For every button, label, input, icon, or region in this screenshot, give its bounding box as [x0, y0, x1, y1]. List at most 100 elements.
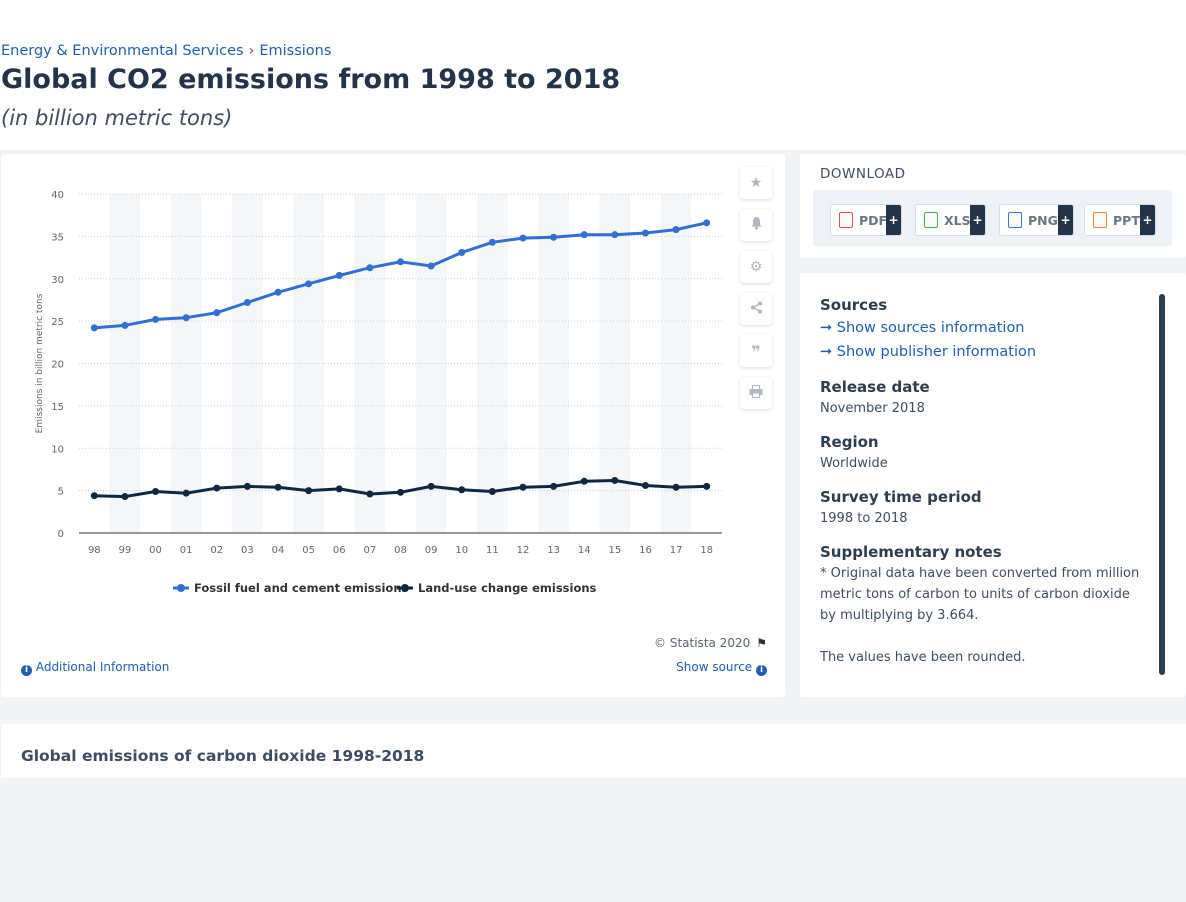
show-sources-label: Show sources information [836, 320, 1025, 336]
download-buttons: PDF + XLS + PNG + PPT + [813, 190, 1172, 246]
additional-information-link[interactable]: i Additional Information [21, 660, 169, 676]
statistic-details-card: Sources ➞ Show sources information ➞ Sho… [800, 273, 1186, 697]
supplementary-notes-heading: Supplementary notes [820, 543, 1002, 561]
legend-marker [177, 584, 185, 592]
data-point [703, 219, 711, 227]
x-tick-label: 16 [639, 545, 652, 556]
flag-icon[interactable]: ⚑ [756, 636, 767, 650]
data-point [703, 482, 711, 490]
data-point [488, 487, 496, 495]
additional-information-label: Additional Information [35, 660, 170, 674]
download-card: DOWNLOAD PDF + XLS + PNG + PPT + [800, 154, 1186, 258]
survey-period-heading: Survey time period [820, 488, 982, 506]
download-pdf-label: PDF [859, 212, 888, 228]
data-point [550, 482, 558, 490]
download-ppt-label: PPT [1113, 212, 1140, 228]
data-point [182, 489, 190, 497]
data-point [458, 486, 466, 494]
copyright-notice: © Statista 2020 ⚑ [654, 636, 767, 650]
x-tick-label: 04 [272, 545, 285, 556]
data-point [427, 482, 435, 490]
data-point [519, 483, 527, 491]
legend-label: Fossil fuel and cement emissions [194, 581, 409, 595]
data-point [305, 487, 313, 495]
arrow-right-icon: ➞ [820, 320, 833, 336]
show-publisher-link[interactable]: ➞ Show publisher information [820, 344, 1036, 360]
x-tick-label: 01 [180, 545, 193, 556]
data-point [641, 229, 649, 237]
info-icon: i [756, 665, 767, 676]
x-tick-label: 08 [394, 545, 407, 556]
release-date-heading: Release date [820, 378, 930, 396]
breadcrumb-link-emissions[interactable]: Emissions [259, 43, 332, 59]
download-png-button[interactable]: PNG + [999, 204, 1074, 236]
x-tick-label: 02 [210, 545, 223, 556]
x-tick-label: 99 [119, 545, 132, 556]
gear-icon: ⚙ [749, 259, 763, 275]
data-point [213, 309, 221, 317]
favorite-button[interactable]: ★ [740, 167, 772, 199]
breadcrumb-link-energy[interactable]: Energy & Environmental Services [1, 43, 244, 59]
x-tick-label: 09 [425, 545, 438, 556]
data-point [305, 280, 313, 288]
plus-icon: + [886, 205, 901, 235]
x-tick-label: 07 [364, 545, 377, 556]
star-icon: ★ [749, 175, 763, 191]
description-title: Global emissions of carbon dioxide 1998-… [21, 747, 425, 765]
show-source-link[interactable]: Show source i [676, 660, 767, 676]
data-point [611, 476, 619, 484]
supplementary-note: * Original data have been converted from… [820, 566, 1140, 623]
download-xls-label: XLS [944, 212, 971, 228]
show-sources-link[interactable]: ➞ Show sources information [820, 320, 1025, 336]
print-icon [749, 384, 763, 402]
x-tick-label: 18 [700, 545, 713, 556]
pdf-file-icon [839, 212, 853, 228]
download-png-label: PNG [1028, 212, 1058, 228]
x-tick-label: 03 [241, 545, 254, 556]
data-point [366, 264, 374, 272]
chart-toolbar: ★ ⚙ ❞ [740, 167, 772, 419]
legend-label: Land-use change emissions [418, 581, 597, 595]
ppt-file-icon [1093, 212, 1107, 228]
data-point [611, 231, 619, 239]
settings-button[interactable]: ⚙ [740, 251, 772, 283]
plus-icon: + [970, 205, 985, 235]
data-point [152, 487, 160, 495]
download-pdf-button[interactable]: PDF + [830, 204, 902, 236]
x-tick-label: 10 [455, 545, 468, 556]
y-tick-label: 20 [51, 360, 64, 371]
print-button[interactable] [740, 377, 772, 409]
data-point [366, 490, 374, 498]
column-band [415, 194, 447, 533]
data-point [672, 483, 680, 491]
region-heading: Region [820, 433, 879, 451]
bell-icon [750, 216, 763, 234]
y-tick-label: 15 [51, 402, 64, 413]
x-tick-label: 14 [578, 545, 591, 556]
data-point [274, 288, 282, 296]
download-xls-button[interactable]: XLS + [915, 204, 986, 236]
y-axis-title: Emissions in billion metric tons [35, 293, 45, 433]
y-tick-label: 5 [58, 487, 64, 498]
data-point [90, 324, 98, 332]
header-area: Energy & Environmental Services › Emission… [0, 0, 1186, 150]
scrollbar[interactable] [1159, 294, 1165, 675]
data-point [550, 233, 558, 241]
share-button[interactable] [740, 293, 772, 325]
notification-button[interactable] [740, 209, 772, 241]
x-tick-label: 17 [670, 545, 683, 556]
data-point [641, 482, 649, 490]
quote-icon: ❞ [751, 341, 761, 361]
cite-button[interactable]: ❞ [740, 335, 772, 367]
copyright-text: © Statista 2020 [654, 636, 751, 650]
download-ppt-button[interactable]: PPT + [1084, 204, 1156, 236]
y-tick-label: 10 [51, 444, 64, 455]
data-point [488, 238, 496, 246]
x-tick-label: 11 [486, 545, 499, 556]
column-band [354, 194, 386, 533]
show-source-label: Show source [676, 660, 753, 674]
legend-marker [401, 584, 409, 592]
chart-card: 0 5 10 15 20 25 30 35 40 98 99 00 01 02 03 04 05 06 07 08 09… [1, 154, 785, 697]
data-point [580, 477, 588, 485]
